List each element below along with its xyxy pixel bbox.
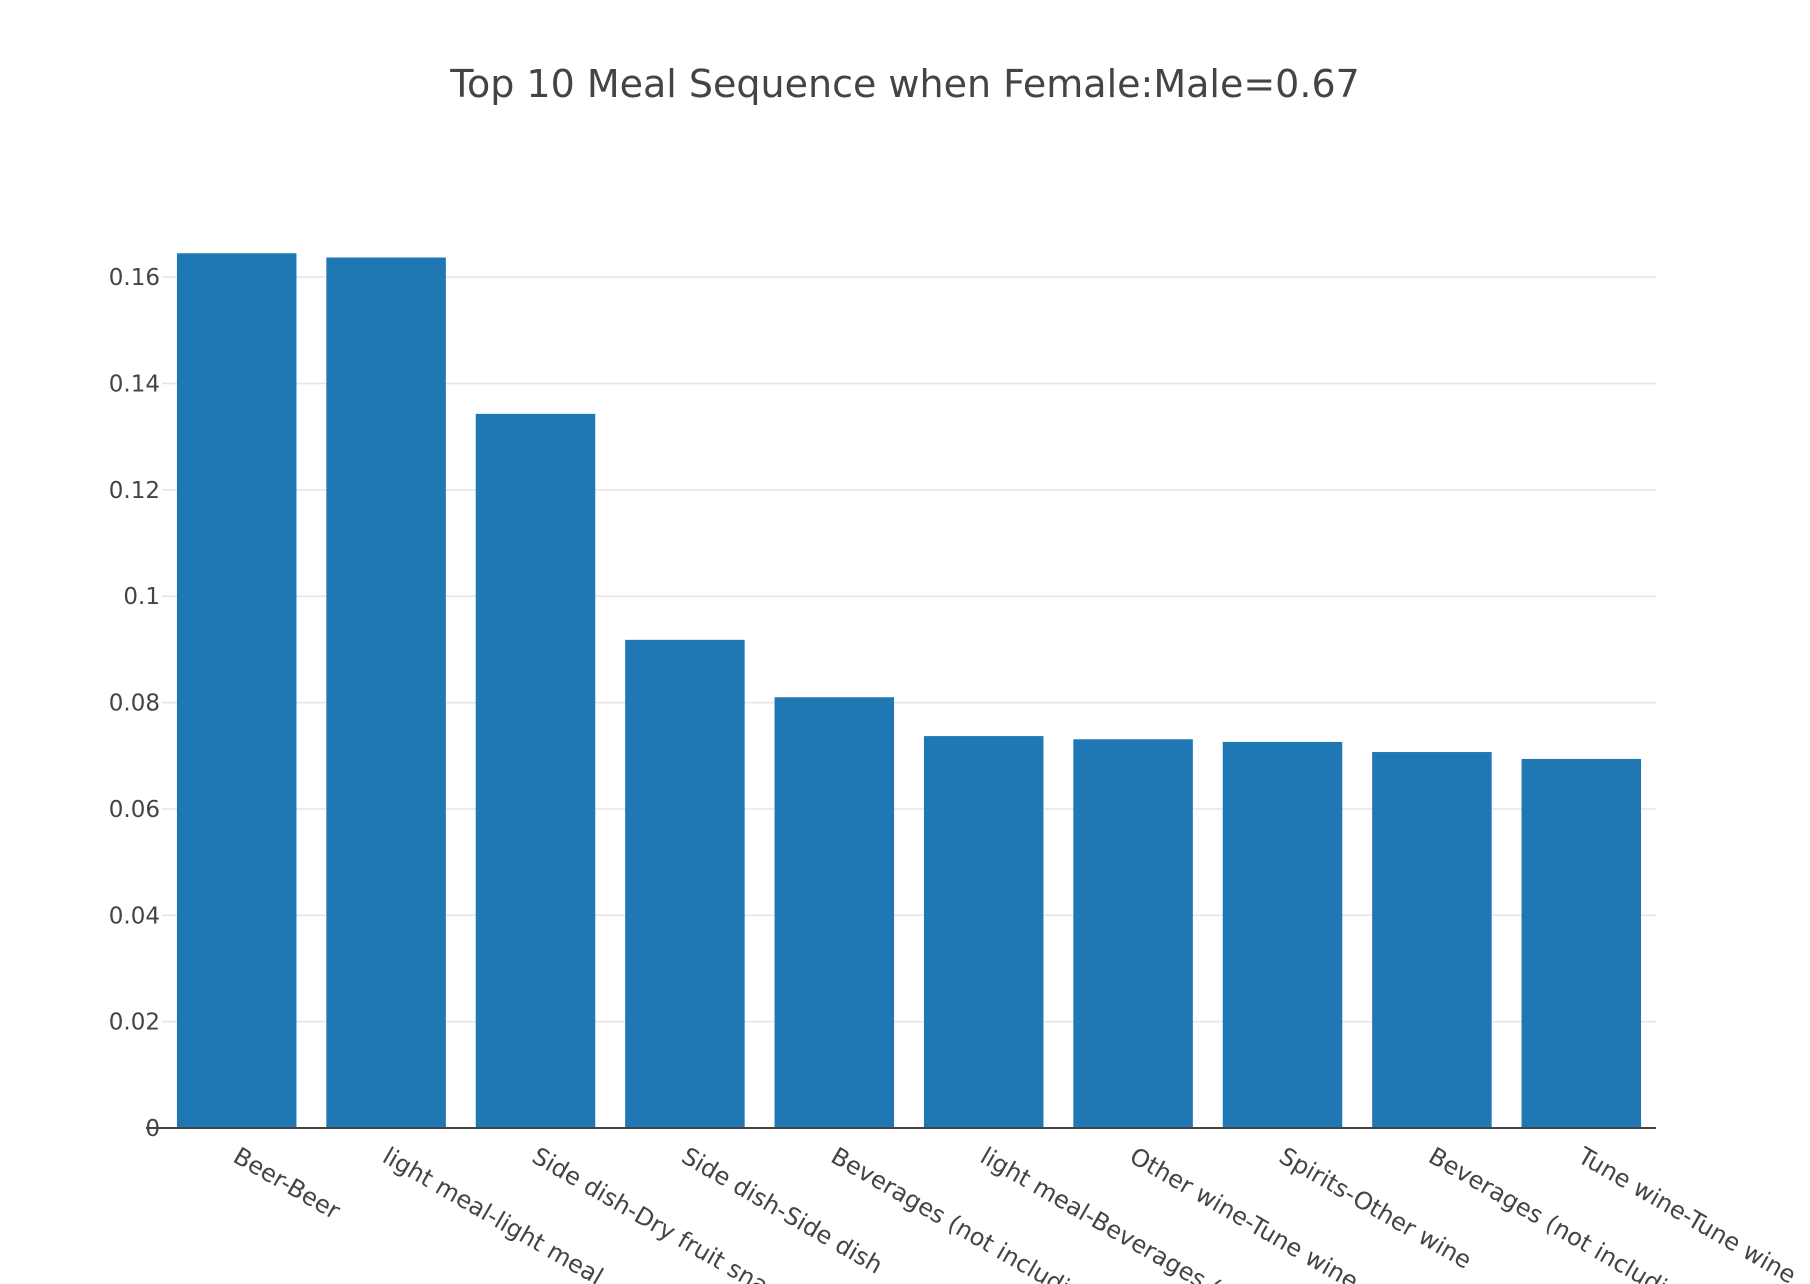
y-tick-label: 0.12	[109, 478, 160, 504]
bar	[774, 697, 895, 1128]
y-tick-label: 0.02	[109, 1010, 160, 1036]
y-tick-label: 0.04	[109, 903, 160, 929]
y-tick-labels: 0 0.02 0.04 0.06 0.08 0.1 0.12 0.14 0.16	[109, 265, 160, 1142]
bar	[1073, 739, 1193, 1128]
chart-title: Top 10 Meal Sequence when Female:Male=0.…	[450, 62, 1360, 106]
bar	[625, 639, 745, 1128]
bar	[176, 253, 297, 1128]
bar	[475, 413, 596, 1129]
x-tick-label: Beer-Beer	[229, 1142, 345, 1225]
bar	[326, 257, 446, 1128]
bar	[1521, 758, 1642, 1128]
bars	[176, 253, 1642, 1129]
y-tick-label: 0.16	[109, 265, 160, 291]
y-tick-label: 0.08	[109, 691, 160, 717]
bar	[923, 736, 1044, 1128]
y-tick-label: 0	[145, 1116, 160, 1142]
bar	[1372, 752, 1492, 1128]
y-tick-label: 0.06	[109, 797, 160, 823]
bar	[1222, 741, 1343, 1128]
y-tick-label: 0.1	[123, 584, 160, 610]
y-tick-label: 0.14	[109, 372, 160, 398]
